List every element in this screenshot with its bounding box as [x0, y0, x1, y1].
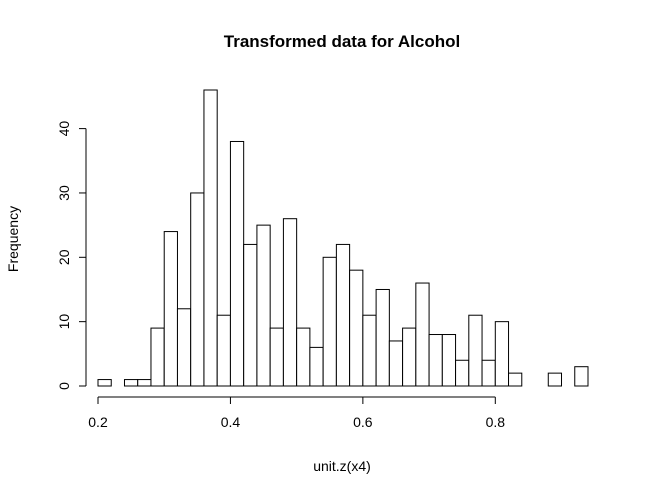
histogram-bar	[229, 140, 245, 387]
histogram-bar	[282, 218, 298, 387]
y-tick-label: 40	[56, 121, 72, 137]
histogram-bar	[415, 282, 430, 387]
histogram-bar	[494, 321, 510, 387]
histogram-bar	[123, 379, 139, 387]
histogram-bar	[163, 231, 178, 387]
x-tick-label: 0.8	[486, 414, 506, 430]
histogram-bar	[256, 224, 271, 387]
bars-group	[97, 89, 589, 387]
histogram-bar	[455, 359, 470, 387]
histogram-bar	[335, 243, 351, 387]
histogram-bar	[402, 327, 417, 387]
histogram-bar	[190, 192, 205, 387]
histogram-bar	[508, 372, 523, 387]
y-tick-label: 20	[56, 249, 72, 265]
chart-title: Transformed data for Alcohol	[224, 32, 460, 51]
y-tick-label: 30	[56, 185, 72, 201]
histogram-bar	[547, 372, 563, 387]
x-tick-label: 0.6	[353, 414, 373, 430]
x-axis: 0.2 0.4 0.6 0.8	[88, 396, 506, 430]
histogram-bar	[322, 256, 337, 387]
histogram-bar	[574, 366, 589, 387]
histogram-bar	[468, 314, 483, 387]
histogram-bar	[137, 379, 152, 387]
histogram-bar	[97, 379, 112, 387]
histogram-bar	[428, 334, 443, 387]
y-axis: 0 10 20 30 40	[56, 121, 87, 390]
histogram-bar	[176, 308, 192, 387]
histogram-bar	[150, 327, 165, 387]
y-tick-label: 0	[56, 382, 72, 390]
histogram-bar	[441, 334, 457, 387]
histogram-bar	[349, 269, 364, 387]
x-axis-label: unit.z(x4)	[313, 458, 371, 474]
histogram-bar	[309, 346, 324, 387]
y-axis-label: Frequency	[5, 206, 21, 272]
x-tick-label: 0.2	[88, 414, 108, 430]
histogram-bar	[375, 288, 390, 387]
histogram-bar	[362, 314, 377, 387]
y-tick-label: 10	[56, 314, 72, 330]
histogram-bar	[269, 327, 284, 387]
histogram-bar	[481, 359, 496, 387]
x-tick-label: 0.4	[221, 414, 241, 430]
histogram-bar	[296, 327, 311, 387]
histogram-bar	[203, 89, 218, 387]
histogram-bar	[388, 340, 404, 387]
histogram-bar	[243, 243, 258, 387]
histogram-bar	[216, 314, 231, 387]
